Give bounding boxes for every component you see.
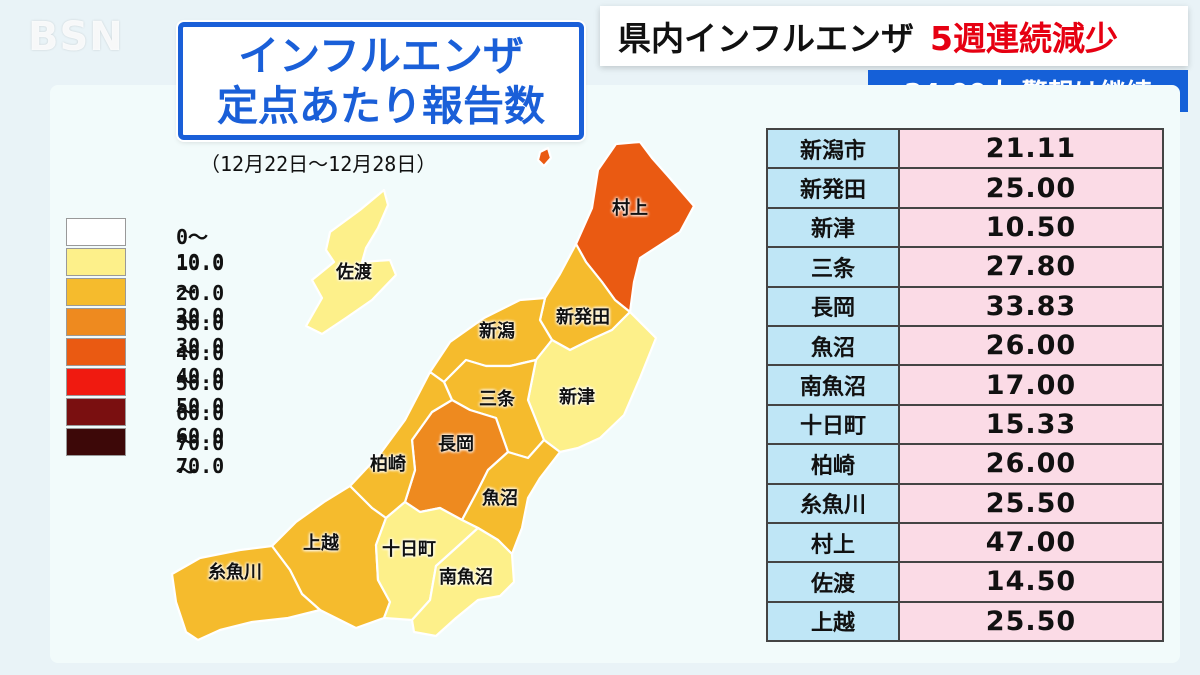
map-label-niitsu: 新津 [559,387,595,408]
legend-swatch [66,428,126,456]
table-cell-value: 10.50 [898,206,1164,249]
station-logo: BSN [28,14,124,60]
legend-label: 50.0～60.0 [176,371,225,448]
legend-label: 0～10.0 [176,225,225,274]
report-table: 新潟市 21.11 新発田 25.00 新津 10.50 三条 27.80 長岡… [766,127,1164,643]
map-label-joetsu: 上越 [303,533,339,554]
legend-swatch [66,398,126,426]
map-label-nagaoka: 長岡 [438,434,474,455]
legend-swatch [66,278,126,306]
table-cell-name: 新津 [766,206,900,249]
table-row: 佐渡 14.50 [766,561,1164,603]
legend-swatch [66,308,126,336]
table-cell-name: 魚沼 [766,324,900,367]
table-row: 新潟市 21.11 [766,127,1164,170]
legend-label: 20.0～30.0 [176,281,225,358]
region-sado [304,188,398,336]
table-row: 柏崎 26.00 [766,443,1164,485]
map-label-murakami: 村上 [612,198,648,219]
table-cell-value: 25.50 [898,600,1164,643]
region-minamiuonuma [410,526,516,638]
table-row: 村上 47.00 [766,521,1164,564]
map-label-minamiuonuma: 南魚沼 [439,567,493,588]
table-cell-name: 糸魚川 [766,482,900,524]
legend-swatch [66,218,126,246]
table-cell-value: 17.00 [898,364,1164,406]
table-row: 長岡 33.83 [766,285,1164,327]
table-cell-name: 村上 [766,521,900,564]
date-range: （12月22日～12月28日） [200,152,437,176]
legend-swatch [66,368,126,396]
headline-accent: 5週連続減少 [930,19,1118,58]
table-cell-value: 25.50 [898,482,1164,524]
table-row: 南魚沼 17.00 [766,364,1164,406]
table-cell-name: 三条 [766,246,900,288]
table-cell-value: 26.00 [898,324,1164,367]
map-label-sanjo: 三条 [479,389,515,410]
table-cell-value: 14.50 [898,561,1164,603]
region-awashima [536,146,553,168]
table-cell-name: 新発田 [766,167,900,209]
legend-label: 30.0～40.0 [176,311,225,388]
map-label-itoigawa: 糸魚川 [208,562,262,583]
map-label-tokamachi: 十日町 [382,539,436,560]
title-box: インフルエンザ 定点あたり報告数 [178,22,584,140]
headline-bar: 県内インフルエンザ 5週連続減少 [600,6,1188,66]
title-line1: インフルエンザ [238,32,524,80]
table-cell-value: 25.00 [898,167,1164,209]
table-cell-name: 柏崎 [766,443,900,485]
map-label-niigata: 新潟 [479,321,515,342]
legend-swatch [66,248,126,276]
table-cell-value: 15.33 [898,403,1164,446]
table-row: 十日町 15.33 [766,403,1164,446]
table-cell-name: 南魚沼 [766,364,900,406]
table-row: 魚沼 26.00 [766,324,1164,367]
region-uonuma [460,438,562,556]
region-itoigawa [170,544,322,642]
table-cell-name: 上越 [766,600,900,643]
legend-label: 10.0～20.0 [176,251,225,328]
table-cell-value: 33.83 [898,285,1164,327]
legend-label: 40.0～50.0 [176,341,225,418]
table-cell-name: 新潟市 [766,127,900,170]
table-row: 上越 25.50 [766,600,1164,643]
title-line2: 定点あたり報告数 [217,82,545,130]
headline-main: 県内インフルエンザ [618,19,915,58]
table-row: 糸魚川 25.50 [766,482,1164,524]
table-cell-name: 十日町 [766,403,900,446]
legend-label: 70.0～ [176,431,225,483]
table-cell-value: 27.80 [898,246,1164,288]
map-label-kashiwazaki: 柏崎 [370,454,406,475]
legend-label: 60.0～70.0 [176,401,225,478]
table-cell-value: 26.00 [898,443,1164,485]
table-cell-name: 長岡 [766,285,900,327]
legend-swatch [66,338,126,366]
map-label-shibata: 新発田 [556,307,610,328]
table-row: 新発田 25.00 [766,167,1164,209]
table-cell-value: 47.00 [898,521,1164,564]
table-row: 三条 27.80 [766,246,1164,288]
table-cell-value: 21.11 [898,127,1164,170]
map-label-uonuma: 魚沼 [482,488,518,509]
table-row: 新津 10.50 [766,206,1164,249]
map-label-sado: 佐渡 [336,262,372,283]
table-cell-name: 佐渡 [766,561,900,603]
